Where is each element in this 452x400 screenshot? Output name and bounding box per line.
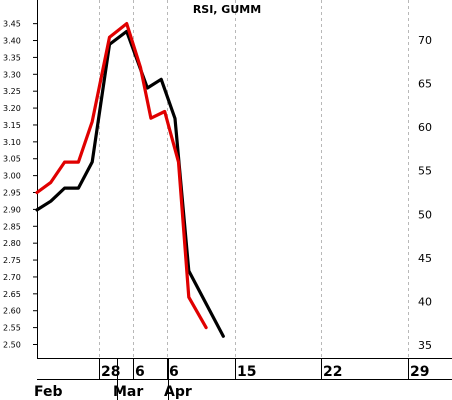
right-tick-label: 45 bbox=[418, 252, 432, 265]
chart-title: RSI, GUMM bbox=[193, 3, 261, 16]
left-tick-label: 2.80 bbox=[3, 239, 21, 248]
right-tick-label: 70 bbox=[418, 34, 432, 47]
series-line-0 bbox=[35, 22, 208, 330]
right-tick-label: 40 bbox=[418, 295, 432, 308]
left-tick-label: 2.70 bbox=[3, 273, 21, 282]
left-tick-label: 3.15 bbox=[3, 121, 21, 130]
x-axis-day-labels: 28 6 6 15 22 29 bbox=[101, 364, 429, 380]
right-tick-label: 60 bbox=[418, 121, 432, 134]
right-axis-ticks: 35 40 45 50 55 60 65 70 bbox=[418, 34, 432, 352]
x-month-label: Apr bbox=[164, 384, 192, 400]
left-tick-label: 2.95 bbox=[3, 189, 21, 198]
left-tick-label: 3.35 bbox=[3, 53, 21, 62]
left-tick-label: 2.50 bbox=[3, 340, 21, 349]
right-tick-label: 65 bbox=[418, 78, 432, 91]
x-month-label: Feb bbox=[34, 384, 63, 400]
right-tick-label: 55 bbox=[418, 165, 432, 178]
left-tick-label: 3.40 bbox=[3, 37, 21, 46]
left-tick-label: 3.20 bbox=[3, 104, 21, 113]
left-axis-ticks: 2.50 2.55 2.60 2.65 2.70 2.75 2.80 2.85 2.90 2.95… bbox=[3, 20, 37, 349]
left-tick-label: 2.55 bbox=[3, 324, 21, 333]
left-tick-label: 2.85 bbox=[3, 222, 21, 231]
series-line-1 bbox=[35, 29, 225, 338]
x-tick-label: 6 bbox=[135, 364, 145, 380]
x-tick-label: 22 bbox=[323, 364, 342, 380]
left-tick-label: 3.25 bbox=[3, 87, 21, 96]
x-month-label: Mar bbox=[113, 384, 143, 400]
left-tick-label: 2.90 bbox=[3, 205, 21, 214]
left-tick-label: 2.75 bbox=[3, 256, 21, 265]
series-layer bbox=[35, 22, 225, 338]
left-tick-label: 3.45 bbox=[3, 20, 21, 29]
left-tick-label: 3.00 bbox=[3, 172, 21, 181]
x-tick-label: 6 bbox=[169, 364, 179, 380]
x-tick-label: 28 bbox=[101, 364, 120, 380]
right-tick-label: 50 bbox=[418, 208, 432, 221]
right-tick-label: 35 bbox=[418, 339, 432, 352]
x-tick-label: 29 bbox=[410, 364, 429, 380]
left-tick-label: 2.65 bbox=[3, 290, 21, 299]
left-tick-label: 3.30 bbox=[3, 70, 21, 79]
x-tick-label: 15 bbox=[237, 364, 256, 380]
left-tick-label: 2.60 bbox=[3, 307, 21, 316]
left-tick-label: 3.10 bbox=[3, 138, 21, 147]
left-tick-label: 3.05 bbox=[3, 155, 21, 164]
x-axis-month-labels: Feb Mar Apr bbox=[34, 384, 192, 400]
